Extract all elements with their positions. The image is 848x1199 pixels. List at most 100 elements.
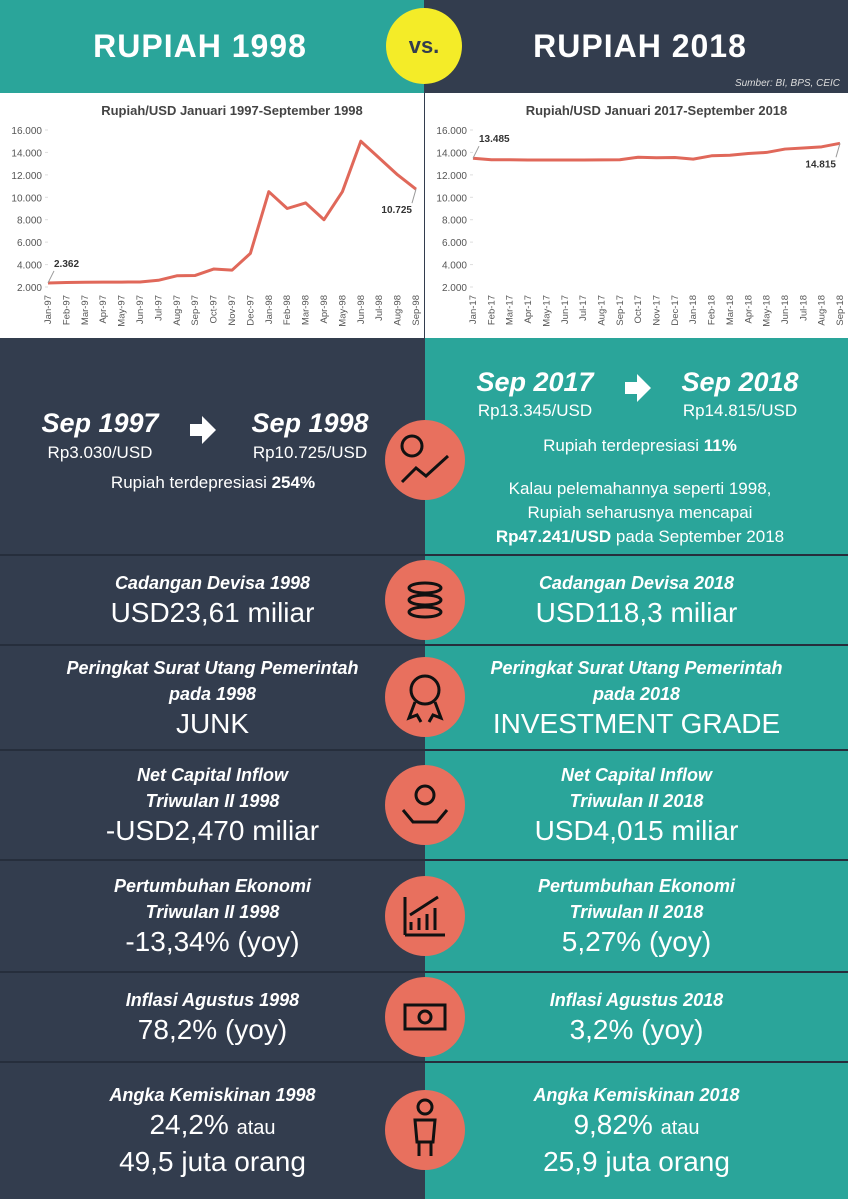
header-title: RUPIAH 2018 (533, 28, 747, 64)
period: Sep 2017 (476, 367, 594, 397)
annotation: 13.485 (479, 134, 510, 145)
x-tick-label: Jan-18 (688, 295, 699, 324)
note: Rupiah terdepresiasi 254% (40, 473, 386, 493)
value-text: 3,2% (yoy) (569, 1014, 704, 1045)
x-tick-label: May-98 (337, 295, 348, 327)
x-tick-label: Jan-17 (468, 295, 479, 324)
note-value: Rp47.241/USD (495, 527, 612, 546)
note-text: Rupiah terdepresiasi (543, 436, 700, 455)
period: Sep 1998 (251, 408, 369, 438)
note: Kalau pelemahannya seperti 1998, (508, 479, 772, 498)
value-text: USD118,3 miliar (535, 597, 738, 628)
row-value: -13,34% (yoy) (125, 925, 299, 959)
x-tick-label: Feb-17 (486, 295, 497, 325)
source: Sumber: BI, BPS, CEIC (734, 78, 840, 89)
row-value: JUNK (176, 707, 249, 741)
x-tick-label: Sep-98 (411, 295, 422, 326)
header-title: RUPIAH 1998 (93, 28, 307, 64)
chart-title: Rupiah/USD Januari 1997-September 1998 (101, 103, 363, 118)
x-tick-label: Jun-98 (356, 295, 367, 324)
comparison-cell: Inflasi Agustus 2018 3,2% (yoy) (425, 972, 848, 1062)
x-tick-label: Jul-18 (798, 295, 809, 321)
row-value: INVESTMENT GRADE (493, 707, 780, 741)
y-tick-label: 2.000 (442, 283, 467, 294)
y-tick-label: 10.000 (436, 193, 467, 204)
row-value: 3,2% (yoy) (570, 1013, 704, 1047)
note-text: pada September 2018 (615, 527, 785, 546)
note-value: 254% (271, 473, 316, 492)
rate: Rp3.030/USD (47, 443, 153, 462)
comparison-cell: Net Capital Inflow Triwulan II 1998 -USD2,… (0, 750, 425, 860)
period: Sep 1997 (41, 408, 159, 438)
x-tick-label: May-18 (762, 295, 773, 327)
row-title: Angka Kemiskinan 1998 (109, 1085, 316, 1105)
x-tick-label: Mar-97 (80, 295, 91, 325)
row-title: Peringkat Surat Utang Pemerintah (66, 657, 359, 678)
x-tick-label: Dec-17 (670, 295, 681, 326)
y-tick-label: 6.000 (442, 238, 467, 249)
x-tick-label: Feb-18 (707, 295, 718, 325)
row-title: Angka Kemiskinan 2018 (533, 1085, 740, 1105)
annotation: 2.362 (54, 259, 79, 270)
row-value: USD4,015 miliar (535, 814, 739, 848)
y-tick-label: 12.000 (436, 171, 467, 182)
comparison-cell: Pertumbuhan Ekonomi Triwulan II 2018 5,27%… (425, 860, 848, 972)
y-tick-label: 2.000 (17, 283, 42, 294)
leader-line (411, 189, 417, 204)
chart: Rupiah/USD Januari 1997-September 1998 2.… (0, 93, 424, 338)
rate: Rp10.725/USD (252, 443, 368, 462)
row-value: 5,27% (yoy) (562, 925, 711, 959)
row-title: Triwulan II 1998 (145, 791, 280, 811)
x-tick-label: Sep-18 (835, 295, 846, 326)
row-title: Inflasi Agustus 1998 (125, 990, 300, 1010)
row-title: Cadangan Devisa 1998 (114, 573, 311, 593)
x-tick-label: May-97 (117, 295, 128, 327)
line (472, 141, 841, 162)
x-tick-label: Jun-17 (560, 295, 571, 324)
value-text: 78,2% (yoy) (137, 1014, 288, 1045)
value-text: 24,2% (149, 1109, 229, 1140)
x-tick-label: Jun-18 (780, 295, 791, 324)
note: Rupiah seharusnya mencapai (527, 503, 753, 522)
note: Rupiah terdepresiasi 11% (460, 436, 820, 456)
y-tick-label: 16.000 (11, 126, 42, 137)
annotation: 14.815 (805, 159, 836, 170)
header-right (424, 0, 848, 93)
x-tick-label: Aug-17 (596, 295, 607, 326)
y-tick-label: 4.000 (17, 261, 42, 272)
value-text: -USD2,470 miliar (105, 815, 320, 846)
x-tick-label: Mar-18 (725, 295, 736, 325)
note-text: Rupiah terdepresiasi (110, 473, 267, 492)
comparison-cell: Pertumbuhan Ekonomi Triwulan II 1998 -13,3… (0, 860, 425, 972)
row-title: Pertumbuhan Ekonomi (113, 876, 311, 896)
x-tick-label: Mar-98 (301, 295, 312, 325)
row-title: Triwulan II 2018 (569, 902, 704, 922)
comparison-cell: Inflasi Agustus 1998 78,2% (yoy) (0, 972, 425, 1062)
comparison-cell: Angka Kemiskinan 2018 9,82% atau 25,9 juta… (425, 1062, 848, 1199)
y-tick-label: 6.000 (17, 238, 42, 249)
x-tick-label: Jul-17 (578, 295, 589, 321)
value-text: INVESTMENT GRADE (492, 707, 781, 739)
value-text: JUNK (175, 707, 250, 739)
vs-badge: vs. (386, 8, 462, 84)
comparison-cell: Peringkat Surat Utang Pemerintah pada 199… (0, 645, 425, 750)
row-value: 9,82% atau (573, 1108, 699, 1145)
x-tick-label: Sep-17 (615, 295, 626, 326)
x-tick-label: Oct-17 (633, 295, 644, 324)
x-tick-label: Aug-97 (172, 295, 183, 326)
header-left (0, 0, 424, 93)
row-value: -USD2,470 miliar (106, 814, 319, 848)
row-value: 49,5 juta orang (119, 1146, 306, 1177)
x-tick-label: Apr-98 (319, 295, 330, 324)
value-text: -13,34% (yoy) (125, 926, 300, 957)
row-title: Net Capital Inflow (560, 765, 712, 785)
x-tick-label: Oct-97 (209, 295, 220, 324)
y-tick-label: 10.000 (11, 193, 42, 204)
y-tick-label: 16.000 (436, 126, 467, 137)
row-title: pada 1998 (168, 683, 257, 704)
x-tick-label: Jun-97 (135, 295, 146, 324)
comparison-cell: Peringkat Surat Utang Pemerintah pada 201… (425, 645, 848, 750)
x-tick-label: Jan-98 (264, 295, 275, 324)
x-tick-label: Jul-98 (374, 295, 385, 321)
